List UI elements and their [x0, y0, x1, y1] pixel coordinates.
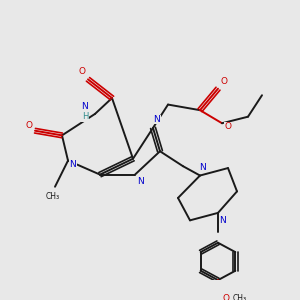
Text: N: N	[70, 160, 76, 169]
Text: O: O	[79, 68, 86, 76]
Text: O: O	[223, 294, 230, 300]
Text: CH₃: CH₃	[233, 294, 247, 300]
Text: N: N	[154, 115, 160, 124]
Text: N: N	[200, 163, 206, 172]
Text: N: N	[82, 102, 88, 111]
Text: N: N	[220, 216, 226, 225]
Text: N: N	[136, 177, 143, 186]
Text: CH₃: CH₃	[46, 192, 60, 201]
Text: O: O	[26, 121, 32, 130]
Text: O: O	[224, 122, 232, 131]
Text: H: H	[82, 112, 88, 121]
Text: O: O	[220, 77, 227, 86]
